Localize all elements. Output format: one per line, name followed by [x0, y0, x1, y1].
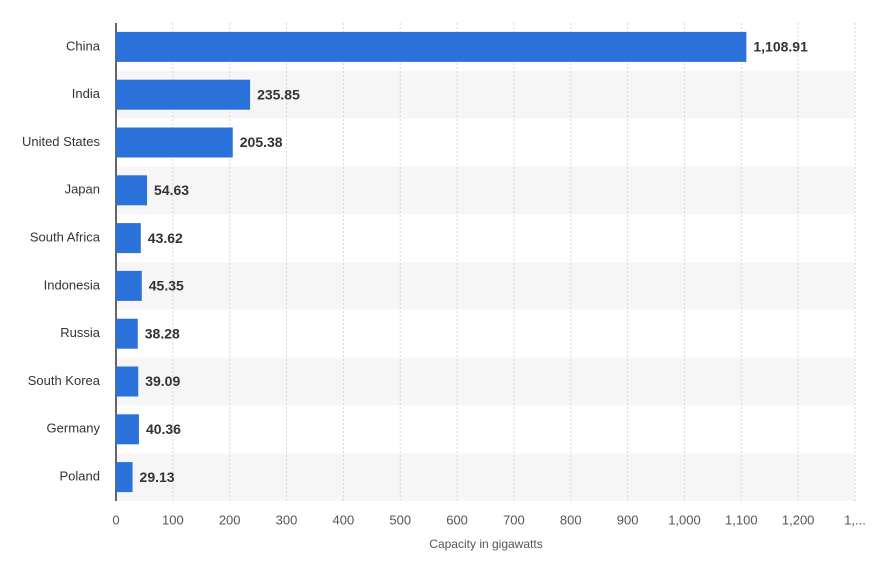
y-tick-label: Russia — [60, 325, 101, 340]
x-tick-label: 300 — [276, 512, 298, 527]
bar — [116, 366, 139, 397]
x-axis-title: Capacity in gigawatts — [429, 537, 542, 551]
row-band — [116, 453, 855, 501]
x-tick-label: 500 — [389, 512, 411, 527]
x-tick-label: 800 — [560, 512, 582, 527]
x-tick-label: 700 — [503, 512, 525, 527]
y-tick-label: Indonesia — [44, 277, 101, 292]
y-tick-label: Poland — [60, 469, 100, 484]
row-band — [116, 166, 855, 215]
x-tick-label: 600 — [446, 512, 468, 527]
y-tick-label: India — [72, 86, 101, 101]
bar — [116, 462, 133, 493]
bar — [116, 127, 233, 158]
x-tick-label: 1,100 — [725, 512, 758, 527]
value-label: 45.35 — [149, 278, 184, 294]
value-label: 54.63 — [154, 182, 189, 198]
y-tick-label: Germany — [47, 421, 101, 436]
x-tick-label: 400 — [333, 512, 355, 527]
value-label: 29.13 — [140, 469, 175, 485]
value-label: 40.36 — [146, 421, 181, 437]
value-label: 39.09 — [145, 373, 180, 389]
x-tick-label: 1,200 — [782, 512, 815, 527]
y-tick-label: China — [66, 38, 101, 53]
x-tick-label: 1,... — [844, 512, 866, 527]
bar — [116, 175, 148, 206]
x-tick-label: 900 — [617, 512, 639, 527]
y-tick-label: South Korea — [28, 373, 101, 388]
value-label: 235.85 — [257, 86, 300, 102]
bar — [116, 223, 141, 254]
y-tick-label: Japan — [65, 182, 100, 197]
bar — [116, 318, 138, 349]
value-label: 38.28 — [145, 325, 180, 341]
y-tick-label: United States — [22, 134, 101, 149]
value-label: 43.62 — [148, 230, 183, 246]
value-label: 205.38 — [240, 134, 283, 150]
row-band — [116, 357, 855, 406]
x-tick-label: 0 — [112, 512, 119, 527]
bar — [116, 414, 139, 445]
bar — [116, 79, 251, 110]
value-label: 1,108.91 — [753, 39, 808, 55]
x-tick-label: 100 — [162, 512, 184, 527]
bar — [116, 31, 747, 62]
x-tick-label: 1,000 — [668, 512, 701, 527]
y-tick-label: South Africa — [30, 230, 101, 245]
x-tick-label: 200 — [219, 512, 241, 527]
row-band — [116, 262, 855, 310]
bar — [116, 270, 142, 301]
